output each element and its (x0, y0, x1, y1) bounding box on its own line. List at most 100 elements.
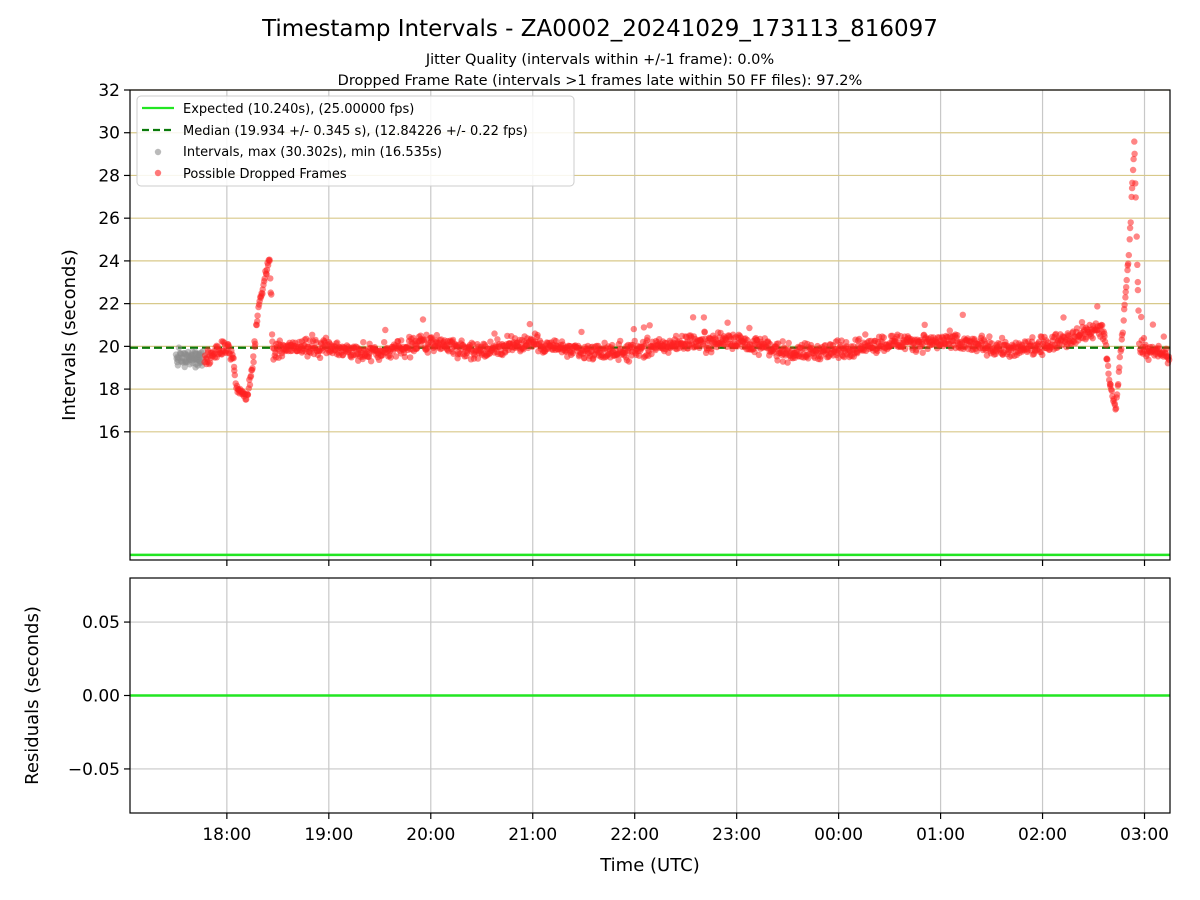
dropped-frame-point (1123, 284, 1130, 291)
legend-label-expected: Expected (10.240s), (25.00000 fps) (183, 102, 414, 117)
dropped-frame-point (708, 345, 715, 352)
dropped-frame-point (880, 334, 887, 341)
legend-label-median: Median (19.934 +/- 0.345 s), (12.84226 +… (183, 124, 528, 139)
dropped-frame-point (401, 353, 409, 361)
dropped-frame-point (433, 331, 440, 339)
dropped-frame-point (1134, 278, 1142, 286)
dropped-frame-point (640, 324, 648, 331)
dropped-frame-point (254, 318, 261, 325)
dropped-frame-point (701, 329, 708, 336)
dropped-frame-point (254, 312, 261, 319)
dropped-frame-point (419, 316, 427, 323)
dropped-frame-point (382, 326, 389, 334)
dropped-frame-point (268, 331, 276, 338)
time-x-tick-label: 20:00 (406, 825, 455, 845)
dropped-frame-point (946, 327, 953, 334)
dropped-frame-point (919, 349, 926, 356)
dropped-frame-point (316, 354, 324, 361)
intervals-plot: 16 18 20 22 24 26 28 30 32 Intervals (seconds) E… (59, 81, 1173, 566)
dropped-frame-point (1160, 333, 1168, 340)
dropped-frame-point (230, 355, 237, 362)
intervals-y-tick-label: 26 (98, 209, 120, 229)
dropped-frame-point (424, 349, 431, 356)
dropped-frame-point (1127, 219, 1134, 226)
dropped-frame-point (526, 320, 533, 328)
dropped-frame-point (1039, 351, 1046, 359)
interval-point (177, 350, 184, 357)
dropped-frame-point (1121, 301, 1128, 308)
dropped-frame-point (755, 351, 762, 359)
intervals-y-tick-label: 16 (98, 423, 120, 443)
legend-label-intervals: Intervals, max (30.302s), min (16.535s) (183, 145, 442, 160)
interval-point (192, 364, 199, 371)
dropped-frame-point (244, 391, 252, 398)
dropped-frame-point (901, 345, 909, 353)
dropped-frame-point (784, 359, 791, 366)
intervals-y-tick-label: 30 (98, 124, 120, 144)
dropped-frame-point (1116, 353, 1124, 361)
dropped-frame-point (648, 350, 655, 358)
time-x-tick-label: 22:00 (610, 825, 659, 845)
dropped-frame-point (817, 353, 825, 360)
dropped-frame-point (1115, 381, 1122, 388)
dropped-frame-point (1113, 391, 1121, 398)
intervals-y-axis-label: Intervals (seconds) (59, 249, 80, 421)
dropped-frame-point (494, 336, 501, 343)
intervals-y-tick-label: 20 (98, 337, 120, 357)
dropped-frame-point (1112, 405, 1120, 412)
dropped-frame-point (1108, 387, 1116, 394)
dropped-frame-point (398, 337, 405, 344)
dropped-frame-point (1122, 288, 1129, 296)
interval-point (178, 357, 185, 364)
dropped-frame-point (700, 314, 708, 321)
chart-subtitle-jitter: Jitter Quality (intervals within +/-1 fr… (425, 52, 774, 68)
dropped-frame-point (1123, 276, 1130, 284)
dropped-frame-point (430, 347, 437, 355)
dropped-frame-point (822, 342, 829, 349)
dropped-frame-point (578, 328, 585, 336)
legend-label-dropped: Possible Dropped Frames (183, 167, 347, 182)
dropped-frame-point (1125, 251, 1133, 259)
intervals-y-tick-label: 18 (98, 380, 120, 400)
dropped-frame-point (247, 372, 255, 380)
dropped-frame-point (1130, 155, 1137, 163)
legend-box (136, 95, 575, 187)
dropped-frame-point (644, 334, 651, 341)
time-x-tick-label: 02:00 (1018, 825, 1067, 845)
dropped-frame-point (407, 354, 414, 361)
legend-marker-intervals (154, 148, 162, 156)
dropped-frame-point (631, 337, 638, 345)
time-x-tick-label: 01:00 (916, 825, 965, 845)
dropped-frame-point (1073, 325, 1081, 332)
intervals-y-tick-label: 28 (98, 166, 120, 186)
dropped-frame-point (1118, 345, 1125, 353)
dropped-frame-point (231, 371, 238, 379)
dropped-frame-point (334, 339, 341, 346)
dropped-frame-point (766, 341, 774, 348)
dropped-frame-point (1134, 286, 1142, 294)
intervals-points (172, 138, 1173, 413)
dropped-frame-point (249, 365, 256, 372)
dropped-frame-point (1094, 303, 1101, 310)
interval-point (181, 363, 188, 371)
dropped-frame-point (1132, 194, 1139, 201)
dropped-frame-point (1120, 317, 1127, 324)
dropped-frame-point (387, 354, 394, 361)
dropped-frame-point (1124, 266, 1131, 274)
dropped-frame-point (367, 358, 375, 365)
interval-point (196, 351, 203, 358)
dropped-frame-point (1138, 313, 1145, 321)
chart-subtitle-dropped: Dropped Frame Rate (intervals >1 frames … (338, 73, 863, 89)
dropped-frame-point (313, 339, 320, 346)
dropped-frame-point (392, 353, 400, 360)
dropped-frame-point (1131, 150, 1138, 157)
dropped-frame-point (1129, 166, 1137, 174)
dropped-frame-point (569, 350, 576, 357)
dropped-frame-point (1135, 307, 1142, 314)
dropped-frame-point (746, 324, 753, 332)
dropped-frame-point (1105, 370, 1112, 377)
chart-title: Timestamp Intervals - ZA0002_20241029_17… (261, 16, 938, 42)
dropped-frame-point (1145, 356, 1152, 363)
time-x-tick-label: 18:00 (202, 825, 251, 845)
dropped-frame-point (1104, 362, 1112, 370)
